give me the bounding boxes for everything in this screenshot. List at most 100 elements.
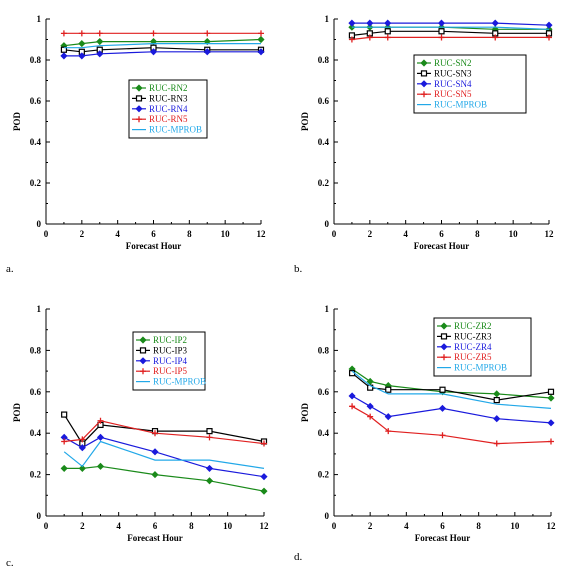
x-tick-label: 2 (368, 229, 373, 239)
data-point (150, 30, 157, 37)
legend-entry: RUC-RN5 (149, 114, 188, 124)
data-point (61, 438, 68, 445)
x-tick-label: 0 (332, 521, 337, 531)
data-point (384, 28, 391, 35)
data-point (548, 438, 554, 445)
legend-marker (440, 333, 448, 340)
data-point (384, 19, 392, 27)
y-axis-label: POD (300, 112, 310, 131)
data-point (152, 430, 158, 437)
series-ruc-sn3 (348, 28, 553, 39)
series-line (63, 42, 261, 49)
data-point (547, 394, 555, 402)
legend-entry: RUC-RN3 (149, 93, 188, 103)
y-tick-label: 0.8 (318, 55, 330, 65)
data-point (97, 417, 104, 424)
data-point (438, 404, 447, 412)
data-point (493, 396, 500, 404)
data-point (204, 30, 211, 37)
series-ruc-mprob (63, 42, 261, 49)
data-point (61, 411, 68, 418)
x-tick-label: 0 (44, 521, 49, 531)
series-ruc-rn5 (60, 30, 264, 37)
data-point (439, 386, 446, 393)
data-point (60, 464, 68, 472)
series-line (64, 465, 265, 492)
x-tick-label: 6 (439, 229, 444, 239)
legend-marker (135, 84, 143, 92)
legend-marker (440, 322, 448, 330)
data-point (366, 377, 374, 386)
x-tick-label: 6 (151, 229, 156, 239)
data-point (96, 37, 104, 46)
legend-entry: RUC-SN5 (434, 89, 472, 99)
x-tick-label: 8 (189, 521, 194, 531)
legend-marker (441, 354, 447, 361)
series-line (63, 38, 262, 47)
series-line (351, 22, 550, 26)
series-ruc-mprob (351, 26, 550, 30)
series-line (351, 30, 549, 36)
x-tick-label: 8 (475, 229, 480, 239)
series-ruc-zr5 (349, 403, 554, 447)
data-point (367, 413, 374, 420)
x-axis-label: Forecast Hour (415, 533, 471, 543)
data-point (493, 415, 501, 423)
series-ruc-rn4 (60, 48, 265, 60)
y-tick-label: 1 (37, 304, 42, 314)
legend-marker (139, 336, 147, 344)
y-tick-label: 0.2 (30, 470, 42, 480)
data-point (96, 50, 104, 58)
y-axis-label: POD (12, 112, 22, 131)
legend-marker (420, 80, 428, 88)
y-tick-label: 0.8 (30, 345, 42, 355)
x-tick-label: 10 (223, 521, 233, 531)
x-tick-label: 12 (545, 229, 555, 239)
legend-marker (420, 70, 428, 77)
data-point (151, 448, 159, 456)
series-line (351, 395, 552, 424)
data-point (78, 444, 86, 452)
data-point (348, 36, 355, 43)
y-tick-label: 0.6 (318, 96, 330, 106)
x-tick-label: 2 (80, 229, 85, 239)
data-point (96, 433, 105, 441)
data-point (366, 34, 373, 41)
legend-marker (139, 357, 147, 365)
x-tick-label: 8 (476, 521, 481, 531)
data-point (257, 35, 265, 44)
series-line (63, 51, 261, 57)
y-tick-label: 0 (37, 511, 42, 521)
series-line (351, 370, 552, 409)
series-ruc-zr2 (348, 365, 555, 402)
series-line (63, 436, 265, 478)
x-tick-label: 12 (257, 229, 267, 239)
x-axis-label: Forecast Hour (127, 533, 183, 543)
x-tick-label: 12 (547, 521, 557, 531)
data-point (492, 34, 499, 41)
series-line (351, 405, 552, 445)
legend-entry: RUC-RN2 (149, 83, 188, 93)
series-line (351, 26, 550, 30)
legend-marker (135, 95, 143, 102)
y-tick-label: 0.2 (30, 178, 42, 188)
x-tick-label: 6 (153, 521, 158, 531)
x-tick-label: 8 (187, 229, 192, 239)
data-point (96, 30, 103, 37)
legend-marker (421, 91, 427, 98)
legend-entry: RUC-MPROB (153, 377, 206, 387)
legend-entry: RUC-MPROB (454, 363, 507, 373)
data-point (79, 436, 86, 443)
panel-label: c. (6, 557, 14, 569)
y-tick-label: 0.2 (318, 470, 330, 480)
x-tick-label: 4 (403, 229, 408, 239)
legend-entry: RUC-IP5 (153, 366, 188, 376)
y-axis-label: POD (300, 403, 310, 422)
x-axis-label: Forecast Hour (414, 241, 470, 251)
x-tick-label: 4 (404, 521, 409, 531)
series-ruc-mprob (351, 370, 552, 409)
